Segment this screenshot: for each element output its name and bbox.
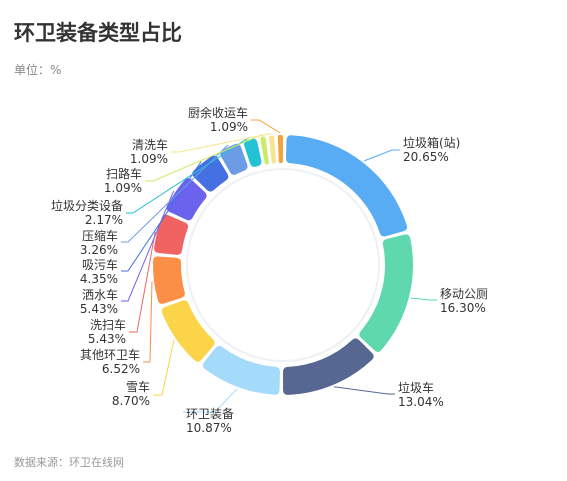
slice-value-label: 8.70% (112, 394, 150, 408)
slice-12[interactable] (260, 136, 269, 165)
leader-line-11 (126, 136, 250, 214)
leader-line-13 (171, 133, 272, 153)
unit-label: 单位：% (14, 63, 62, 77)
slice-name-label: 洒水车 (82, 287, 118, 302)
leader-line-2 (410, 297, 437, 301)
slice-value-label: 13.04% (398, 395, 444, 409)
slice-value-label: 1.09% (130, 152, 168, 166)
leader-line-6 (143, 281, 153, 363)
slice-3[interactable] (283, 338, 374, 395)
slice-name-label: 垃圾分类设备 (51, 198, 123, 213)
slice-name-label: 清洗车 (132, 137, 168, 152)
slice-name-label: 厨余收运车 (188, 105, 248, 120)
slice-7[interactable] (154, 214, 189, 255)
leader-line-4 (183, 388, 238, 413)
slice-name-label: 雪车 (126, 379, 150, 394)
slice-8[interactable] (166, 178, 207, 221)
slice-13[interactable] (269, 135, 276, 164)
slice-4[interactable] (202, 345, 281, 395)
slice-9[interactable] (192, 155, 229, 192)
slice-name-label: 吸污车 (82, 257, 118, 272)
slice-5[interactable] (161, 300, 215, 362)
leader-line-1 (364, 149, 400, 162)
inner-ring (186, 168, 380, 362)
slice-value-label: 6.52% (102, 362, 140, 376)
leader-line-3 (333, 386, 395, 395)
slice-14[interactable] (277, 135, 283, 164)
leader-line-9 (121, 161, 202, 272)
leader-line-12 (145, 134, 263, 182)
slice-value-label: 2.17% (85, 213, 123, 227)
leader-line-10 (121, 144, 229, 243)
slice-value-label: 5.43% (80, 302, 118, 316)
slice-value-label: 4.35% (80, 272, 118, 286)
slice-value-label: 10.87% (186, 421, 232, 435)
slice-6[interactable] (153, 256, 185, 304)
leader-line-8 (121, 190, 175, 302)
slice-name-label: 压缩车 (82, 228, 118, 243)
slice-value-label: 3.26% (80, 243, 118, 257)
leader-line-7 (129, 231, 156, 333)
slice-name-label: 垃圾车 (398, 380, 434, 395)
slice-value-label: 20.65% (403, 150, 449, 164)
slice-value-label: 1.09% (104, 181, 142, 195)
leader-line-5 (153, 339, 175, 396)
slice-name-label: 其他环卫车 (80, 347, 140, 362)
slice-2[interactable] (359, 234, 414, 352)
slice-name-label: 洗扫车 (90, 317, 126, 332)
slice-value-label: 16.30% (440, 301, 486, 315)
slice-name-label: 扫路车 (106, 166, 142, 181)
slice-value-label: 5.43% (88, 332, 126, 346)
slice-name-label: 移动公厕 (440, 287, 488, 301)
leader-line-14 (251, 119, 281, 134)
slice-value-label: 1.09% (210, 120, 248, 134)
chart-title: 环卫装备类型占比 (14, 21, 182, 45)
slice-11[interactable] (244, 138, 262, 167)
slice-name-label: 垃圾箱(站) (403, 135, 460, 150)
slice-name-label: 环卫装备 (186, 407, 234, 421)
data-source: 数据来源：环卫在线网 (14, 456, 124, 469)
slice-1[interactable] (285, 135, 408, 237)
